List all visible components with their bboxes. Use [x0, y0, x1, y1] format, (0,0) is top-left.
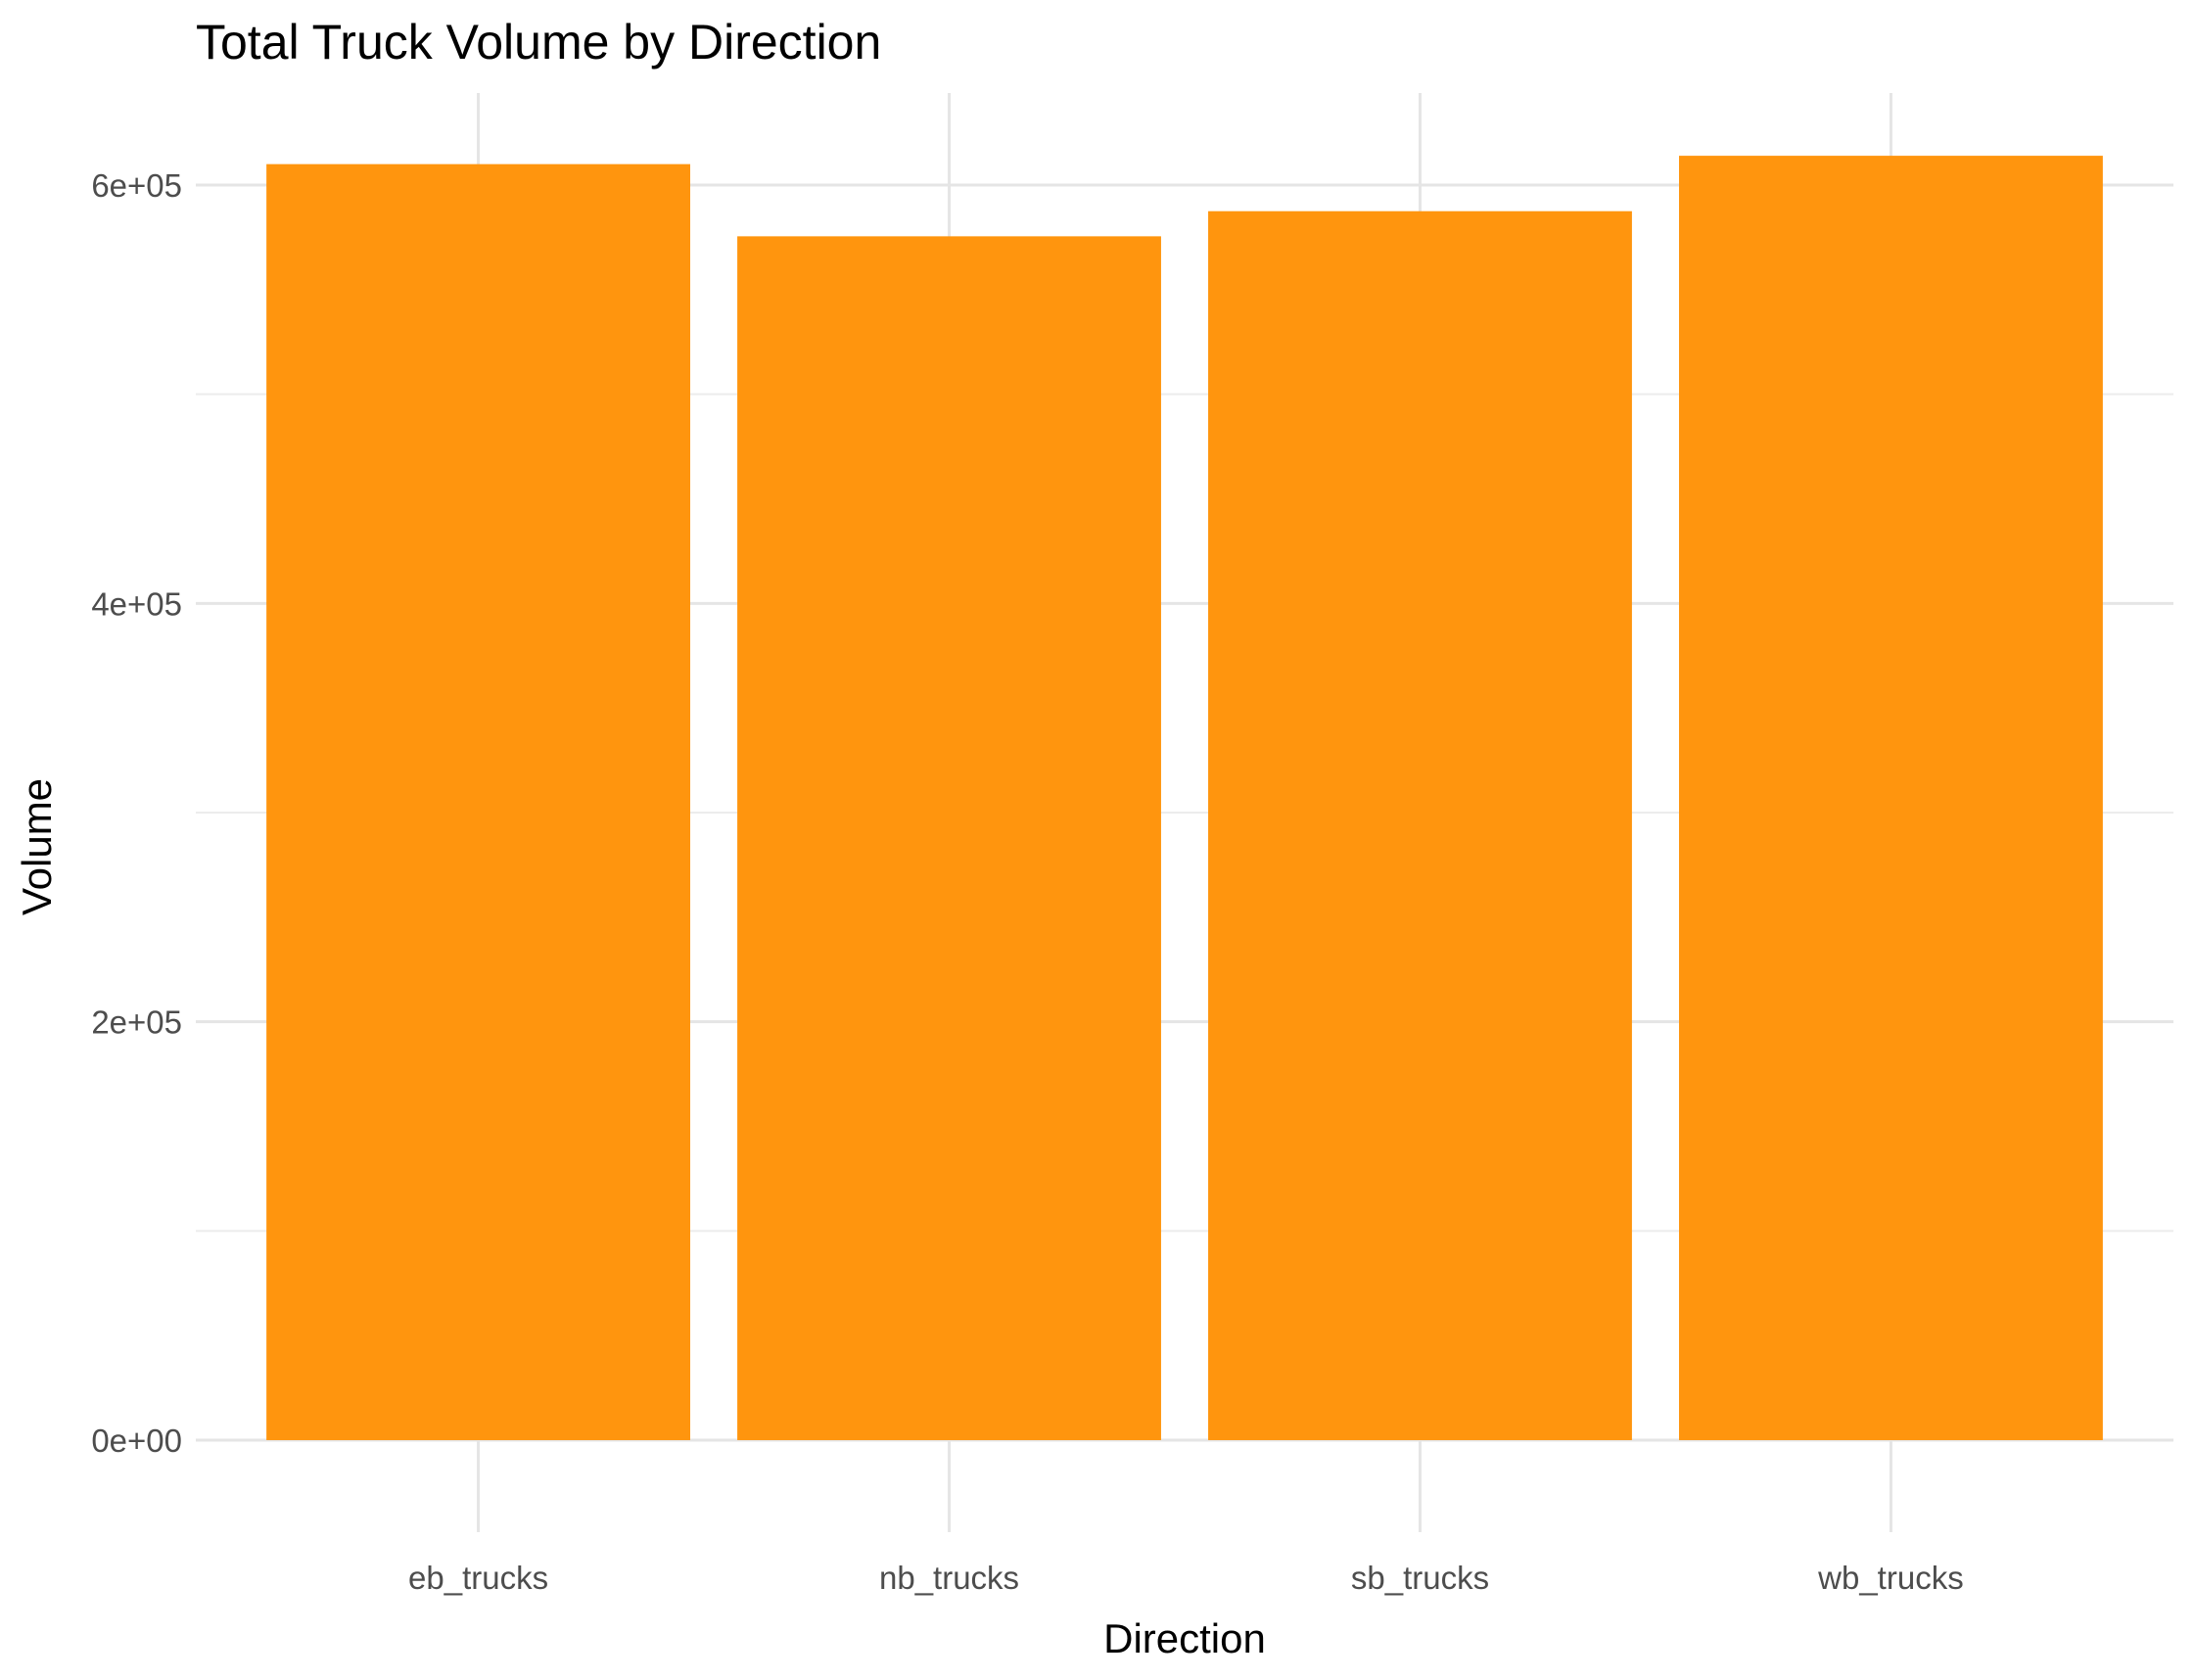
y-tick-label: 0e+00 [91, 1423, 182, 1459]
x-axis-ticks: eb_trucks nb_trucks sb_trucks wb_trucks [408, 1560, 1964, 1596]
y-axis-title: Volume [14, 778, 60, 915]
bar-nb_trucks [737, 236, 1161, 1440]
y-tick-label: 6e+05 [91, 167, 182, 204]
chart-title: Total Truck Volume by Direction [196, 15, 881, 70]
bar-sb_trucks [1208, 210, 1632, 1440]
bars-layer [266, 156, 2103, 1440]
x-tick-label: sb_trucks [1351, 1560, 1489, 1596]
y-tick-label: 2e+05 [91, 1004, 182, 1041]
x-tick-label: wb_trucks [1817, 1560, 1964, 1596]
y-axis-ticks: 0e+00 2e+05 4e+05 6e+05 [91, 167, 182, 1459]
y-tick-label: 4e+05 [91, 585, 182, 622]
bar-wb_trucks [1679, 156, 2103, 1440]
x-tick-label: nb_trucks [879, 1560, 1019, 1596]
x-tick-label: eb_trucks [408, 1560, 548, 1596]
x-axis-title: Direction [1103, 1615, 1266, 1661]
bar-eb_trucks [266, 163, 690, 1440]
